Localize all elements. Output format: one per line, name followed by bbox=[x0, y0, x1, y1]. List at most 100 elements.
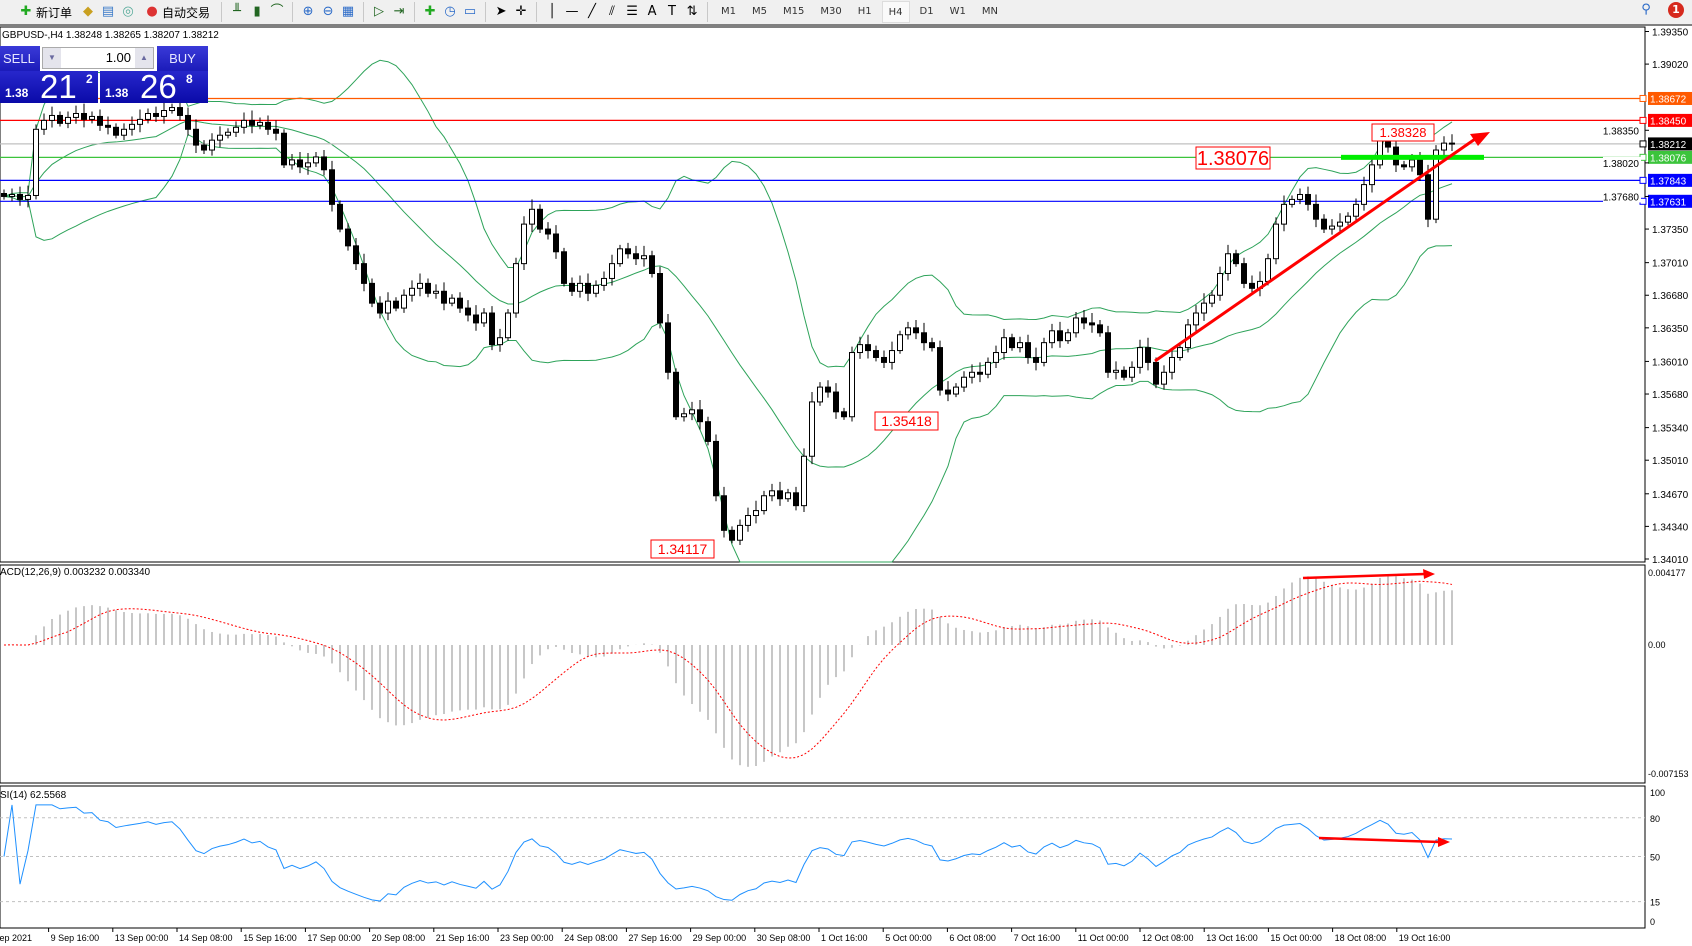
rsi-tick-label: 80 bbox=[1650, 814, 1660, 824]
timeframe-h1[interactable]: H1 bbox=[857, 6, 872, 17]
periods-icon[interactable]: ◷ bbox=[444, 4, 456, 19]
candle-bear bbox=[1305, 193, 1311, 205]
navigator-icon[interactable]: ▤ bbox=[101, 4, 115, 19]
candle-bull bbox=[809, 401, 815, 457]
candle-bear bbox=[1425, 174, 1431, 220]
auto-scroll-icon[interactable]: ▷ bbox=[374, 4, 385, 19]
line-chart-icon[interactable]: ⌒ bbox=[270, 4, 284, 19]
arrows-icon[interactable]: ⇅ bbox=[686, 4, 698, 19]
text-icon[interactable]: A bbox=[647, 4, 657, 19]
sell-button[interactable]: SELL bbox=[0, 46, 40, 72]
candle-bull bbox=[1073, 317, 1079, 334]
lot-increase-icon[interactable]: ▲ bbox=[135, 48, 153, 68]
rsi-label: SI(14) 62.5568 bbox=[0, 790, 67, 801]
lot-size-input[interactable]: ▼ 1.00 ▲ bbox=[42, 47, 154, 69]
candle-bull bbox=[401, 294, 407, 309]
equidistant-channel-icon[interactable]: ⫽ bbox=[609, 4, 615, 19]
lot-size-value[interactable]: 1.00 bbox=[105, 50, 131, 65]
candle-bull bbox=[417, 282, 423, 289]
price-tick-label: 1.35680 bbox=[1652, 390, 1689, 401]
auto-trading-button[interactable]: ● 自动交易 bbox=[140, 1, 214, 23]
templates-icon[interactable]: ▭ bbox=[463, 4, 477, 19]
buy-button[interactable]: BUY bbox=[157, 46, 208, 72]
zoom-in-icon[interactable]: ⊕ bbox=[302, 4, 314, 19]
bollinger-middle-line bbox=[3, 119, 1453, 468]
sell-price[interactable]: 1.38 21 2 bbox=[0, 69, 98, 105]
indicators-icon[interactable]: ✚ bbox=[424, 4, 436, 19]
candle-bear bbox=[81, 112, 87, 120]
candle-bull bbox=[1217, 273, 1223, 296]
time-tick-label: 14 Sep 08:00 bbox=[179, 933, 233, 943]
candle-bull bbox=[1353, 203, 1359, 217]
candle-bull bbox=[1169, 356, 1175, 373]
market-watch-icon[interactable]: ◆ bbox=[83, 4, 94, 19]
vertical-line-icon[interactable]: │ bbox=[548, 4, 556, 19]
candle-bear bbox=[649, 255, 655, 275]
candlestick-chart-icon[interactable]: ▮ bbox=[253, 4, 261, 19]
cursor-icon[interactable]: ➤ bbox=[495, 4, 507, 19]
candle-bear bbox=[921, 332, 927, 344]
time-tick-label: 1 Oct 16:00 bbox=[821, 933, 868, 943]
crosshair-icon[interactable]: ✛ bbox=[515, 4, 527, 19]
candle-bull bbox=[521, 223, 527, 265]
tile-windows-icon[interactable]: ▦ bbox=[341, 4, 355, 19]
divider bbox=[707, 2, 709, 22]
price-tick-label: 1.34340 bbox=[1652, 522, 1689, 533]
sell-price-fraction: 2 bbox=[86, 72, 93, 86]
candle-bear bbox=[673, 371, 679, 418]
candle-bear bbox=[553, 233, 559, 253]
time-tick-label: 6 Oct 08:00 bbox=[949, 933, 996, 943]
chart-shift-icon[interactable]: ⇥ bbox=[393, 4, 405, 19]
timeframe-m30[interactable]: M30 bbox=[820, 6, 842, 17]
candle-bull bbox=[1177, 347, 1183, 358]
search-icon[interactable]: ⚲ bbox=[1641, 2, 1651, 17]
timeframe-w1[interactable]: W1 bbox=[949, 6, 966, 17]
trendline-icon[interactable]: ╱ bbox=[588, 4, 596, 19]
timeframe-m1[interactable]: M1 bbox=[721, 6, 737, 17]
price-tick-label: 1.35010 bbox=[1652, 456, 1689, 467]
horizontal-lines bbox=[0, 94, 1647, 205]
candle-bull bbox=[1017, 342, 1023, 349]
zoom-out-icon[interactable]: ⊖ bbox=[322, 4, 334, 19]
candle-bull bbox=[169, 107, 175, 112]
fibonacci-icon[interactable]: ☰ bbox=[626, 4, 638, 19]
axes: 1.386721.384501.382121.380761.378431.376… bbox=[0, 28, 1692, 943]
candle-bull bbox=[257, 121, 263, 126]
candle-bear bbox=[1081, 317, 1087, 324]
lot-decrease-icon[interactable]: ▼ bbox=[43, 48, 61, 68]
divider bbox=[485, 2, 487, 22]
notification-badge[interactable]: 1 bbox=[1668, 2, 1684, 18]
time-tick-label: 15 Oct 00:00 bbox=[1270, 933, 1322, 943]
candle-bull bbox=[1361, 184, 1367, 205]
timeframe-d1[interactable]: D1 bbox=[919, 6, 934, 17]
candle-bull bbox=[1113, 369, 1119, 373]
candle-bear bbox=[105, 124, 111, 128]
timeframe-m5[interactable]: M5 bbox=[752, 6, 768, 17]
price-label-box bbox=[650, 539, 715, 559]
candle-bear bbox=[1417, 159, 1423, 176]
price-tick-label: 1.35340 bbox=[1652, 424, 1689, 435]
candle-bull bbox=[409, 287, 415, 296]
candle-bear bbox=[1449, 142, 1455, 145]
new-order-label: 新订单 bbox=[36, 5, 73, 20]
candle-bear bbox=[1153, 361, 1159, 385]
text-label-icon[interactable]: T bbox=[668, 4, 676, 19]
price-tick-label-bg bbox=[1603, 124, 1641, 137]
horizontal-line-icon[interactable]: — bbox=[565, 4, 579, 19]
candle-bear bbox=[57, 114, 63, 124]
buy-price[interactable]: 1.38 26 8 bbox=[100, 69, 208, 105]
new-order-button[interactable]: ✚ 新订单 bbox=[14, 1, 76, 23]
time-tick-label: 19 Oct 16:00 bbox=[1399, 933, 1451, 943]
signals-icon[interactable]: ◎ bbox=[122, 4, 134, 19]
bar-chart-icon[interactable]: ╨ bbox=[233, 4, 241, 19]
timeframe-mn[interactable]: MN bbox=[981, 6, 998, 17]
candle-bull bbox=[1129, 366, 1135, 378]
candle-bear bbox=[585, 282, 591, 294]
candle-bull bbox=[577, 282, 583, 292]
timeframe-h4[interactable]: H4 bbox=[881, 1, 910, 23]
candle-bull bbox=[505, 312, 511, 339]
price-level-handle bbox=[1639, 94, 1647, 102]
candle-bear bbox=[633, 253, 639, 260]
timeframe-m15[interactable]: M15 bbox=[783, 6, 805, 17]
